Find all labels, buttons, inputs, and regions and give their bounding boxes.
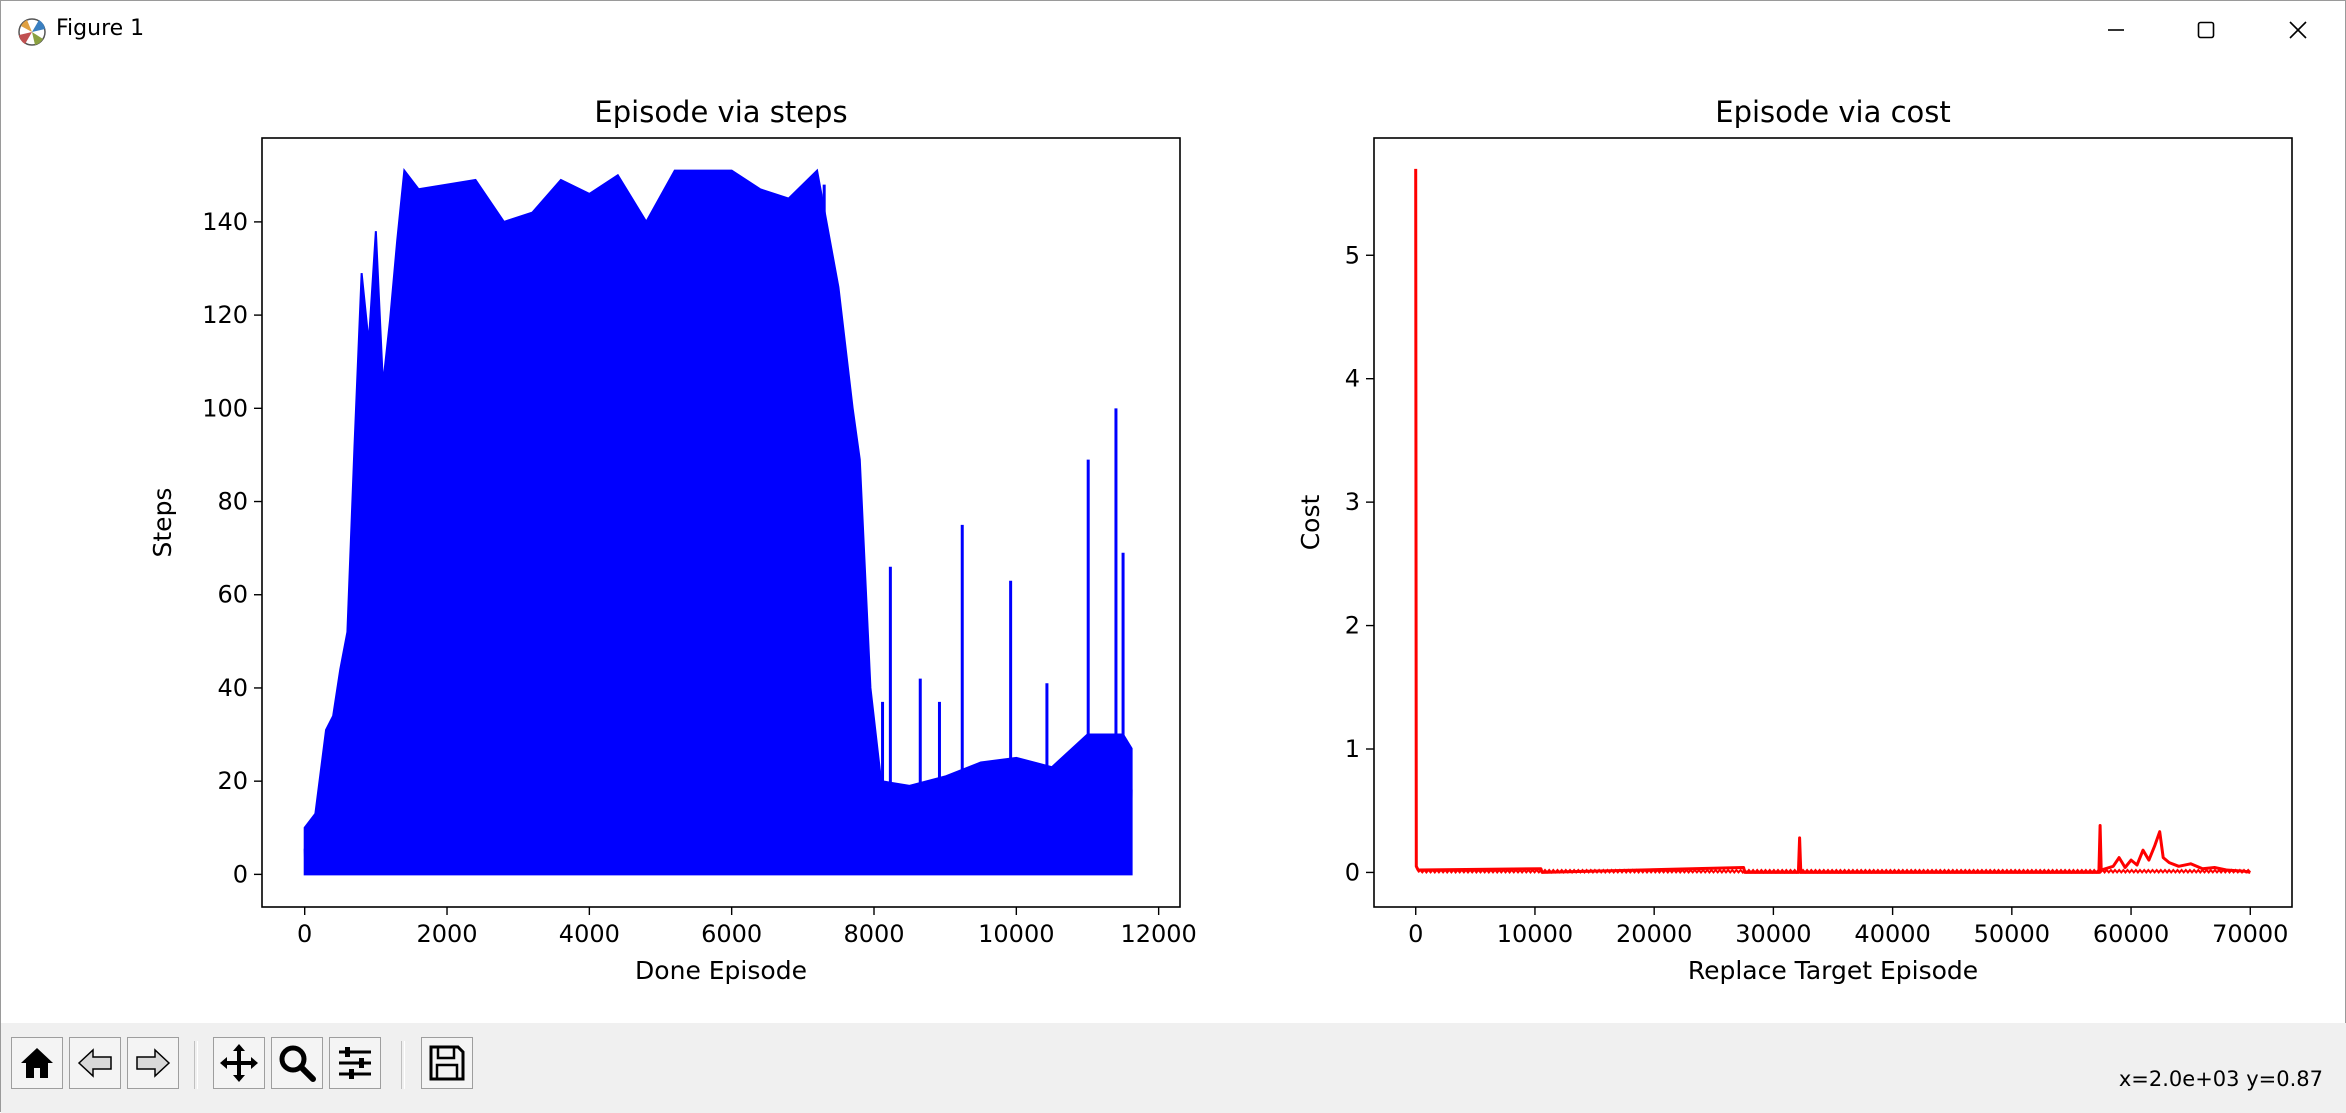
y-tick-label: 60	[217, 581, 248, 609]
x-tick-label: 6000	[701, 920, 762, 948]
pan-icon	[220, 1044, 258, 1082]
y-tick-label: 1	[1345, 735, 1360, 763]
zoom-icon	[279, 1045, 316, 1082]
title-bar[interactable]: Figure 1	[1, 1, 2345, 59]
series-cost-noise	[1417, 868, 2252, 874]
forward-button[interactable]	[127, 1037, 179, 1089]
cursor-coordinates: x=2.0e+03 y=0.87	[2118, 1067, 2323, 1091]
y-tick-label: 120	[202, 301, 248, 329]
y-tick-label: 40	[217, 674, 248, 702]
navigation-toolbar: x=2.0e+03 y=0.87	[1, 1023, 2346, 1113]
save-icon	[429, 1045, 465, 1081]
x-tick-label: 70000	[2212, 920, 2288, 948]
series-cost-line	[1414, 168, 2251, 874]
y-tick-label: 80	[217, 488, 248, 516]
axes-frame	[1373, 137, 2293, 908]
toolbar-separator	[401, 1041, 405, 1089]
series-steps-line	[303, 176, 1133, 875]
minimize-icon	[2108, 29, 2124, 31]
y-tick-label: 20	[217, 767, 248, 795]
x-tick-label: 40000	[1854, 920, 1930, 948]
x-tick-label: 2000	[416, 920, 477, 948]
home-icon	[21, 1048, 53, 1078]
y-axis-label: Steps	[148, 488, 177, 558]
x-axis-label: Done Episode	[635, 956, 807, 985]
y-tick-label: 4	[1345, 365, 1360, 393]
series-group	[1414, 168, 2252, 874]
close-icon	[2289, 21, 2307, 39]
y-tick-label: 0	[1345, 858, 1360, 886]
x-tick-label: 10000	[1497, 920, 1573, 948]
y-tick-label: 2	[1345, 612, 1360, 640]
configure-subplots-icon	[339, 1047, 371, 1079]
chart-1: 0 2000 4000 6000 8000 10000 12000 0 20 40 60 80 100 1…	[148, 95, 1197, 985]
zoom-button[interactable]	[271, 1037, 323, 1089]
matplotlib-logo-icon	[18, 18, 46, 46]
toolbar-separator	[194, 1041, 198, 1089]
chart-2: 0 10000 20000 30000 40000 50000 60000 70000 0 1 2 3…	[1296, 95, 2293, 985]
x-tick-label: 50000	[1974, 920, 2050, 948]
y-tick-label: 140	[202, 208, 248, 236]
x-tick-label: 4000	[559, 920, 620, 948]
chart-title: Episode via steps	[594, 95, 847, 129]
y-tick-label: 100	[202, 394, 248, 422]
window-title: Figure 1	[56, 16, 145, 41]
back-arrow-icon	[77, 1048, 112, 1078]
x-tick-label: 10000	[978, 920, 1054, 948]
x-tick-label: 60000	[2093, 920, 2169, 948]
home-button[interactable]	[11, 1037, 63, 1089]
y-tick-label: 3	[1345, 488, 1360, 516]
axes-frame	[261, 137, 1181, 908]
x-axis-label: Replace Target Episode	[1688, 956, 1978, 985]
x-tick-label: 8000	[843, 920, 904, 948]
back-button[interactable]	[69, 1037, 121, 1089]
close-button[interactable]	[2253, 1, 2343, 59]
y-tick-label: 5	[1345, 241, 1360, 269]
x-tick-label: 12000	[1120, 920, 1196, 948]
x-tick-label: 0	[297, 920, 312, 948]
figure-canvas[interactable]: 0 2000 4000 6000 8000 10000 120000204060801001…	[1, 59, 2346, 1023]
configure-subplots-button[interactable]	[329, 1037, 381, 1089]
y-axis-label: Cost	[1296, 495, 1325, 551]
y-tick-label: 0	[233, 860, 248, 888]
minimize-button[interactable]	[2071, 1, 2161, 59]
forward-arrow-icon	[136, 1048, 171, 1078]
series-group	[303, 168, 1133, 876]
chart-title: Episode via cost	[1715, 95, 1950, 129]
maximize-button[interactable]	[2161, 1, 2251, 59]
save-button[interactable]	[421, 1037, 473, 1089]
x-tick-label: 0	[1408, 920, 1423, 948]
maximize-icon	[2197, 21, 2215, 39]
x-tick-label: 30000	[1735, 920, 1811, 948]
pan-button[interactable]	[213, 1037, 265, 1089]
x-tick-label: 20000	[1616, 920, 1692, 948]
